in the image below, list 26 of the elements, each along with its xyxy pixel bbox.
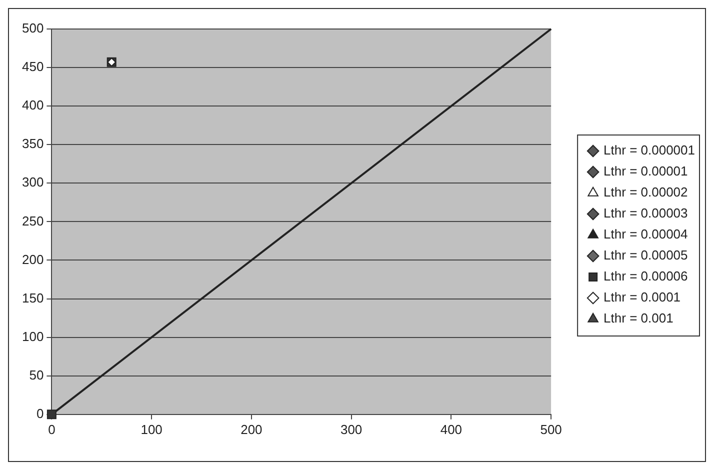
x-tick-label: 200 — [240, 422, 262, 437]
x-tick-label: 500 — [540, 422, 562, 437]
y-tick-label: 50 — [29, 367, 44, 382]
y-tick-label: 450 — [22, 59, 44, 74]
x-tick-label: 100 — [140, 422, 162, 437]
legend-label: Lthr = 0.001 — [604, 310, 674, 326]
y-tick-label: 500 — [22, 20, 44, 36]
legend-label: Lthr = 0.00006 — [604, 268, 688, 284]
y-tick-label: 350 — [22, 136, 44, 152]
y-tick-label: 150 — [22, 290, 44, 306]
legend-label: Lthr = 0.00002 — [604, 184, 688, 200]
legend-label: Lthr = 0.00005 — [604, 248, 688, 263]
x-tick-label: 300 — [340, 422, 362, 437]
y-tick-label: 200 — [22, 252, 44, 267]
y-tick-label: 0 — [36, 406, 44, 421]
legend-label: Lthr = 0.000001 — [604, 142, 696, 158]
legend-label: Lthr = 0.00004 — [604, 226, 688, 242]
x-tick-label: 0 — [48, 422, 56, 437]
legend-label: Lthr = 0.00001 — [604, 164, 688, 179]
y-tick-label: 250 — [22, 213, 44, 228]
y-tick-label: 100 — [22, 328, 44, 344]
legend-label: Lthr = 0.0001 — [604, 290, 681, 305]
x-tick-label: 400 — [440, 422, 462, 437]
y-tick-label: 400 — [22, 98, 44, 113]
y-tick-label: 300 — [22, 174, 44, 190]
legend-label: Lthr = 0.00003 — [604, 206, 688, 221]
